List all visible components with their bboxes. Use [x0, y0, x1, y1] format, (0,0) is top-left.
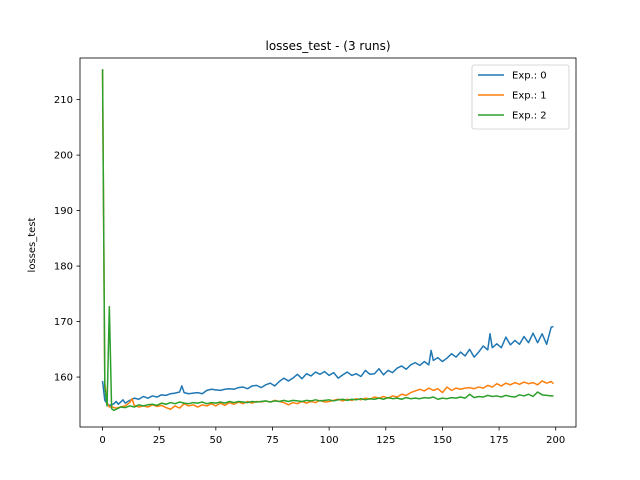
- x-tick-label: 50: [209, 435, 222, 446]
- x-tick-label: 0: [99, 435, 105, 446]
- x-tick-label: 175: [490, 435, 509, 446]
- x-tick-label: 150: [433, 435, 452, 446]
- legend-label-exp-2: Exp.: 2: [512, 111, 547, 122]
- y-tick-label: 190: [54, 206, 73, 217]
- x-tick-label: 100: [320, 435, 339, 446]
- legend-label-exp-0: Exp.: 0: [512, 71, 547, 82]
- chart-title: losses_test - (3 runs): [265, 39, 390, 53]
- axes-layer: 0 25 50 75 100 125 150 175 200 160 170 180 190 200 210: [54, 57, 577, 446]
- legend: Exp.: 0 Exp.: 1 Exp.: 2: [471, 64, 570, 130]
- y-tick-label: 210: [54, 95, 73, 106]
- y-tick-label: 180: [54, 262, 73, 273]
- y-axis-label: losses_test: [27, 217, 38, 272]
- plot-frame: [79, 57, 577, 428]
- x-tick-label: 75: [266, 435, 279, 446]
- series-layer: [101, 69, 554, 412]
- plot-area: [101, 69, 554, 412]
- y-tick-label: 170: [54, 317, 73, 328]
- legend-box: [471, 64, 570, 130]
- x-tick-label: 25: [153, 435, 166, 446]
- series-line-exp-2: [101, 69, 554, 412]
- series-line-exp-0: [101, 325, 554, 407]
- x-tick-label: 125: [376, 435, 395, 446]
- y-tick-label: 200: [54, 151, 73, 162]
- y-tick-label: 160: [54, 373, 73, 384]
- legend-label-exp-1: Exp.: 1: [512, 91, 547, 102]
- x-tick-label: 200: [546, 435, 565, 446]
